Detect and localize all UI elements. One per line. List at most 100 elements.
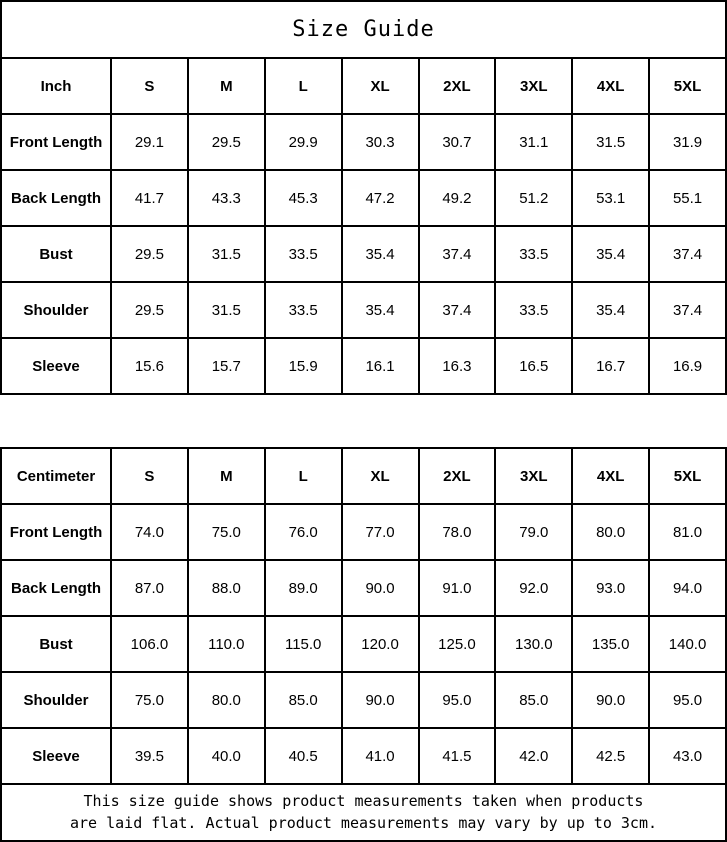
footer-note-line-1: This size guide shows product measuremen… — [83, 791, 644, 810]
measurement-cell: 76.0 — [263, 503, 343, 561]
measurement-cell: 40.0 — [186, 727, 266, 785]
measurement-cell: 47.2 — [340, 169, 420, 227]
measurement-cell: 87.0 — [110, 559, 189, 617]
measurement-cell: 81.0 — [648, 503, 727, 561]
measurement-cell: 106.0 — [110, 615, 189, 673]
measurement-cell: 16.3 — [417, 337, 497, 395]
measurement-cell: 42.0 — [494, 727, 574, 785]
measurement-cell: 33.5 — [263, 281, 343, 339]
measurement-cell: 43.3 — [186, 169, 266, 227]
measurement-cell: 29.5 — [110, 225, 189, 283]
size-column-header: L — [263, 447, 343, 505]
table-gap — [0, 395, 727, 447]
measurement-cell: 41.7 — [110, 169, 189, 227]
measurement-cell: 31.5 — [186, 225, 266, 283]
measurement-cell: 85.0 — [494, 671, 574, 729]
size-table-centimeter: Centimeter S M L XL 2XL 3XL 4XL 5XL Front Length 7… — [0, 447, 727, 785]
measurement-cell: 90.0 — [571, 671, 651, 729]
measurement-cell: 37.4 — [648, 281, 727, 339]
size-column-header: XL — [340, 57, 420, 115]
measurement-cell: 15.7 — [186, 337, 266, 395]
table-row: Front Length 74.0 75.0 76.0 77.0 78.0 79.0 80.0… — [0, 503, 727, 561]
measurement-cell: 125.0 — [417, 615, 497, 673]
size-column-header: S — [110, 57, 189, 115]
measurement-cell: 33.5 — [263, 225, 343, 283]
size-column-header: 4XL — [571, 57, 651, 115]
measurement-cell: 77.0 — [340, 503, 420, 561]
measurement-cell: 29.5 — [110, 281, 189, 339]
measurement-cell: 88.0 — [186, 559, 266, 617]
measurement-cell: 78.0 — [417, 503, 497, 561]
footer-note-line-2: are laid flat. Actual product measuremen… — [70, 813, 657, 832]
measurement-cell: 41.5 — [417, 727, 497, 785]
measurement-cell: 37.4 — [417, 281, 497, 339]
measurement-cell: 115.0 — [263, 615, 343, 673]
measurement-cell: 16.9 — [648, 337, 727, 395]
measurement-cell: 85.0 — [263, 671, 343, 729]
measurement-cell: 90.0 — [340, 671, 420, 729]
measurement-cell: 31.1 — [494, 113, 574, 171]
measurement-cell: 135.0 — [571, 615, 651, 673]
measurement-cell: 53.1 — [571, 169, 651, 227]
row-label: Back Length — [0, 169, 112, 227]
measurement-cell: 35.4 — [340, 281, 420, 339]
measurement-cell: 43.0 — [648, 727, 727, 785]
measurement-cell: 49.2 — [417, 169, 497, 227]
measurement-cell: 95.0 — [417, 671, 497, 729]
row-label: Bust — [0, 615, 112, 673]
size-column-header: 3XL — [494, 57, 574, 115]
size-column-header: M — [186, 447, 266, 505]
measurement-cell: 41.0 — [340, 727, 420, 785]
measurement-cell: 16.5 — [494, 337, 574, 395]
measurement-cell: 95.0 — [648, 671, 727, 729]
size-column-header: 5XL — [648, 57, 727, 115]
measurement-cell: 35.4 — [340, 225, 420, 283]
row-label: Sleeve — [0, 337, 112, 395]
table-row: Front Length 29.1 29.5 29.9 30.3 30.7 31.1 31.5… — [0, 113, 727, 171]
measurement-cell: 93.0 — [571, 559, 651, 617]
measurement-cell: 74.0 — [110, 503, 189, 561]
measurement-cell: 35.4 — [571, 225, 651, 283]
size-column-header: L — [263, 57, 343, 115]
size-column-header: 2XL — [417, 447, 497, 505]
table-row: Shoulder 29.5 31.5 33.5 35.4 37.4 33.5 35.4 37.4 — [0, 281, 727, 339]
size-column-header: 2XL — [417, 57, 497, 115]
table-row: Bust 106.0 110.0 115.0 120.0 125.0 130.0 135.0 1… — [0, 615, 727, 673]
unit-header: Inch — [0, 57, 112, 115]
measurement-cell: 37.4 — [648, 225, 727, 283]
row-label: Front Length — [0, 113, 112, 171]
measurement-cell: 40.5 — [263, 727, 343, 785]
measurement-cell: 120.0 — [340, 615, 420, 673]
measurement-cell: 79.0 — [494, 503, 574, 561]
table-row: Back Length 41.7 43.3 45.3 47.2 49.2 51.2 53.1 5… — [0, 169, 727, 227]
table-row: Shoulder 75.0 80.0 85.0 90.0 95.0 85.0 90.0 95.0 — [0, 671, 727, 729]
row-label: Front Length — [0, 503, 112, 561]
measurement-cell: 37.4 — [417, 225, 497, 283]
measurement-cell: 29.1 — [110, 113, 189, 171]
measurement-cell: 16.1 — [340, 337, 420, 395]
table-row: Bust 29.5 31.5 33.5 35.4 37.4 33.5 35.4 37.4 — [0, 225, 727, 283]
table-row: Sleeve 39.5 40.0 40.5 41.0 41.5 42.0 42.5 43.0 — [0, 727, 727, 785]
measurement-cell: 33.5 — [494, 281, 574, 339]
measurement-cell: 90.0 — [340, 559, 420, 617]
row-label: Bust — [0, 225, 112, 283]
unit-header: Centimeter — [0, 447, 112, 505]
row-label: Shoulder — [0, 671, 112, 729]
size-column-header: M — [186, 57, 266, 115]
measurement-cell: 140.0 — [648, 615, 727, 673]
measurement-cell: 130.0 — [494, 615, 574, 673]
measurement-cell: 80.0 — [571, 503, 651, 561]
measurement-cell: 110.0 — [186, 615, 266, 673]
measurement-cell: 31.5 — [571, 113, 651, 171]
measurement-cell: 80.0 — [186, 671, 266, 729]
size-column-header: 5XL — [648, 447, 727, 505]
measurement-cell: 45.3 — [263, 169, 343, 227]
measurement-cell: 29.9 — [263, 113, 343, 171]
measurement-cell: 39.5 — [110, 727, 189, 785]
footer-note: This size guide shows product measuremen… — [0, 785, 727, 842]
measurement-cell: 51.2 — [494, 169, 574, 227]
measurement-cell: 15.9 — [263, 337, 343, 395]
measurement-cell: 75.0 — [110, 671, 189, 729]
page-title: Size Guide — [0, 0, 727, 57]
